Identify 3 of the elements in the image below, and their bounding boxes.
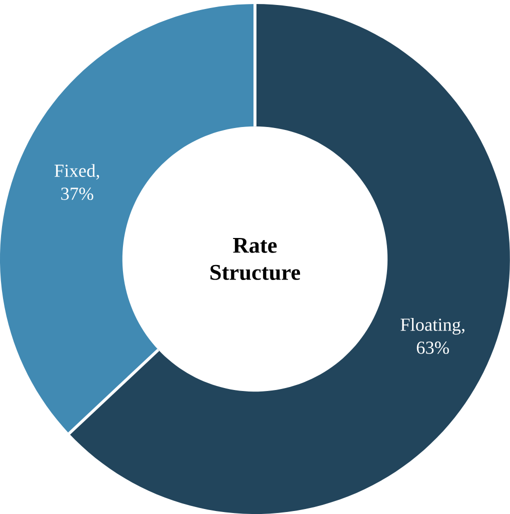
data-label: Fixed, 37% <box>54 164 100 200</box>
text: Rate Structure <box>210 238 300 280</box>
data-label: Floating, 63% <box>400 318 464 354</box>
